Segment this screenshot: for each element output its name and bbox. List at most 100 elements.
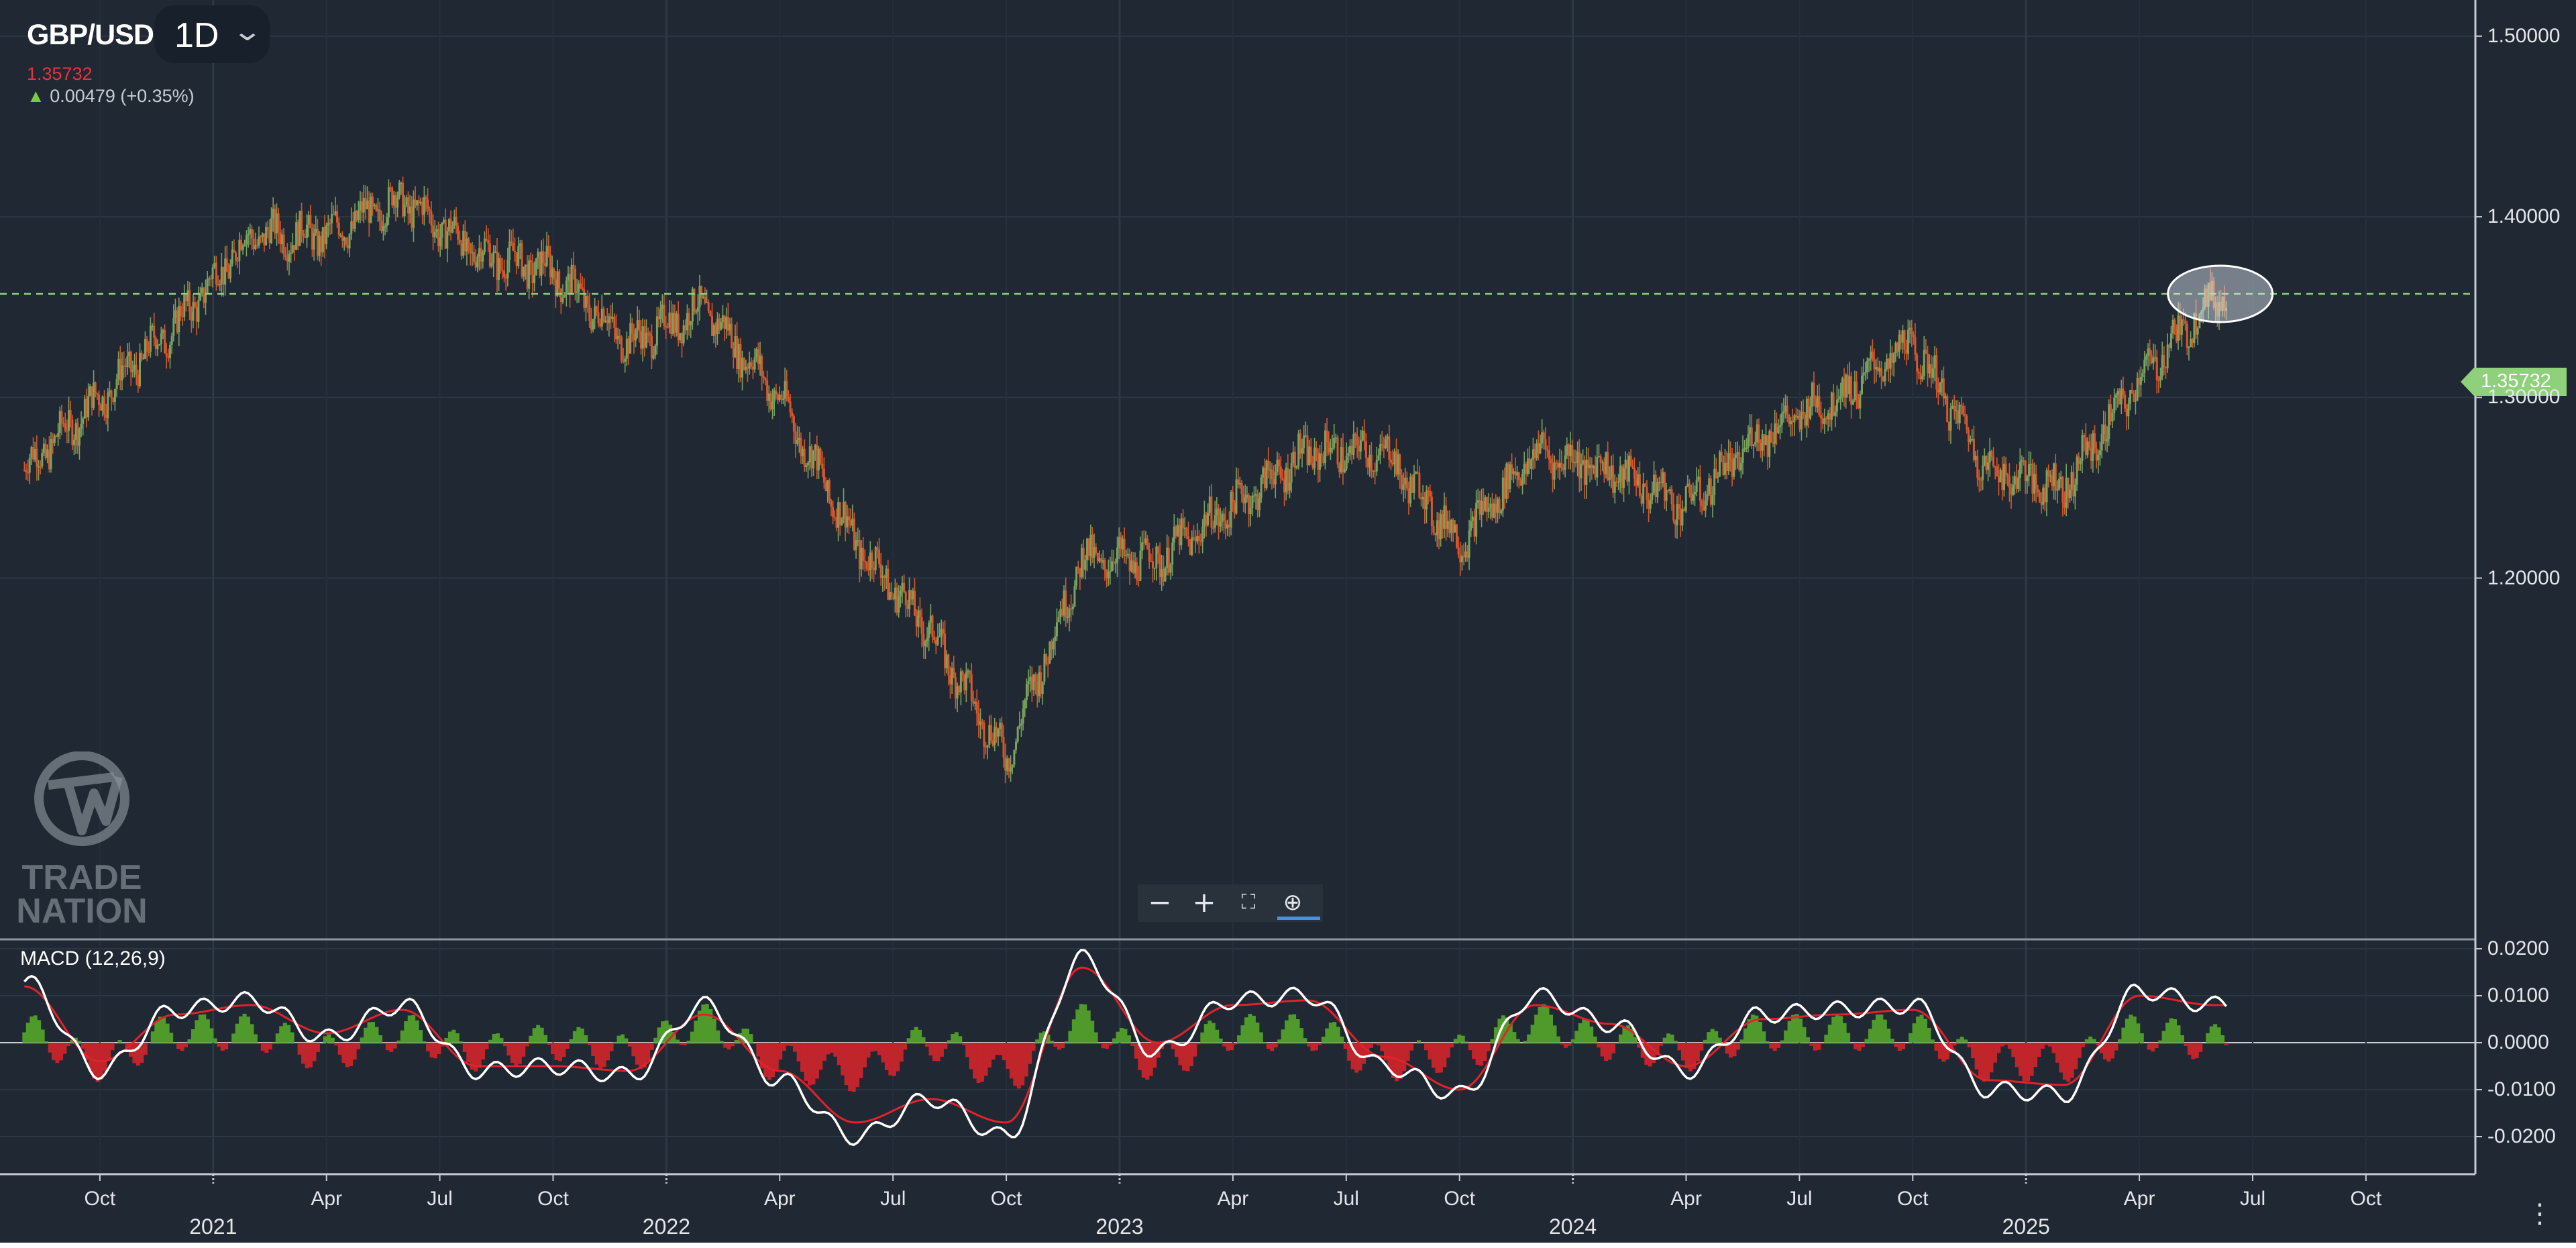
candle-up-body [1955, 410, 1957, 411]
chevron-down-icon: ⌄ [231, 17, 264, 46]
candle-down-body [1248, 495, 1250, 515]
candle-up-body [72, 439, 75, 446]
candle-up-body [855, 540, 857, 550]
candle-down-body [1432, 525, 1435, 533]
candle-down-body [239, 240, 242, 250]
candle-down-body [268, 230, 271, 243]
candle-down-body [2191, 338, 2194, 344]
histogram-bar-up [676, 1039, 680, 1043]
candle-down-body [835, 517, 838, 528]
histogram-bar-up [529, 1035, 533, 1043]
candle-up-body [1711, 495, 1714, 505]
candle-up-body [1487, 507, 1490, 512]
interval-selector[interactable]: 1D ⌄ [154, 5, 270, 63]
minus-icon[interactable]: − [1148, 886, 1172, 919]
candle-down-body [428, 209, 431, 212]
histogram-bar-down [1167, 1043, 1172, 1045]
histogram-bar-down [925, 1043, 930, 1047]
histogram-bar-up [235, 1023, 239, 1043]
symbol-label[interactable]: GBP/USD [27, 19, 154, 51]
candle-down-body [867, 568, 870, 570]
candle-down-body [341, 235, 343, 241]
histogram-bar-down [1222, 1043, 1227, 1047]
candle-up-body [1301, 448, 1303, 454]
candle-down-body [844, 502, 847, 528]
candle-down-body [1123, 538, 1126, 556]
candle-up-body [327, 223, 329, 226]
histogram-bar-up [2129, 1015, 2133, 1043]
candle-down-body [274, 209, 276, 233]
candle-up-body [186, 290, 189, 301]
candle-up-body [343, 238, 345, 241]
candle-down-body [989, 725, 992, 741]
candle-up-body [1656, 482, 1659, 498]
candle-up-body [551, 268, 553, 278]
macd-tick-label: 0.0200 [2487, 937, 2549, 959]
histogram-bar-down [1607, 1043, 1612, 1060]
candle-down-body [1871, 351, 1874, 360]
histogram-bar-down [826, 1043, 830, 1055]
histogram-bar-up [1842, 1023, 1847, 1043]
candle-up-body [2111, 413, 2114, 422]
candle-up-body [908, 590, 911, 609]
candle-down-body [2083, 435, 2086, 437]
candle-up-body [1043, 654, 1046, 682]
histogram-bar-down [1431, 1043, 1436, 1068]
histogram-bar-down [829, 1043, 834, 1053]
candle-up-body [1139, 550, 1142, 581]
candle-up-body [1425, 490, 1428, 510]
candle-up-body [659, 309, 662, 319]
candle-up-body [636, 320, 639, 330]
histogram-bar-down [301, 1043, 306, 1064]
histogram-bar-down [1233, 1043, 1238, 1045]
candle-up-body [42, 444, 45, 453]
candle-down-body [657, 316, 660, 319]
plus-icon[interactable]: + [1192, 886, 1216, 919]
candle-down-body [1517, 472, 1520, 480]
histogram-bar-down [2051, 1043, 2056, 1053]
magnifier-icon[interactable]: ⊕ [1283, 889, 1303, 916]
candle-up-body [894, 587, 896, 600]
candle-up-body [1313, 448, 1316, 468]
candle-up-body [759, 356, 761, 364]
candle-down-body [933, 637, 936, 641]
histogram-bar-down [1020, 1043, 1025, 1086]
histogram-bar-down [334, 1043, 339, 1046]
histogram-bar-up [653, 1037, 658, 1043]
candle-up-body [170, 335, 173, 345]
histogram-bar-down [1817, 1043, 1821, 1050]
histogram-bar-up [364, 1027, 368, 1043]
candle-up-body [2116, 391, 2119, 395]
candle-down-body [2035, 474, 2037, 489]
more-options-icon[interactable]: ⋮ [2526, 1198, 2553, 1229]
candle-up-body [951, 668, 953, 685]
candle-down-body [942, 629, 945, 634]
histogram-bar-up [275, 1033, 280, 1043]
candle-up-body [1071, 606, 1074, 610]
candle-up-body [1464, 551, 1467, 558]
candle-down-body [1807, 399, 1810, 419]
candle-down-body [862, 548, 865, 561]
candle-up-body [994, 727, 996, 745]
candle-down-body [361, 201, 364, 213]
candle-up-body [2193, 313, 2196, 344]
histogram-bar-down [1611, 1043, 1616, 1053]
candle-down-body [1095, 547, 1097, 553]
histogram-bar-up [572, 1031, 577, 1043]
candle-up-body [778, 395, 781, 401]
candle-down-body [1491, 503, 1493, 518]
candle-up-body [1724, 462, 1727, 475]
candle-up-body [331, 214, 333, 223]
candle-up-body [1057, 617, 1060, 623]
histogram-bar-up [162, 1017, 166, 1043]
histogram-bar-up [1703, 1039, 1707, 1043]
candle-up-body [224, 258, 227, 285]
histogram-bar-down [778, 1043, 783, 1060]
candle-up-body [2159, 376, 2162, 380]
candle-up-body [1736, 452, 1739, 455]
candle-down-body [1152, 561, 1155, 568]
candle-up-body [1969, 439, 1972, 442]
fullscreen-icon[interactable]: ⛶ [1241, 890, 1256, 914]
candle-up-body [1971, 438, 1974, 440]
